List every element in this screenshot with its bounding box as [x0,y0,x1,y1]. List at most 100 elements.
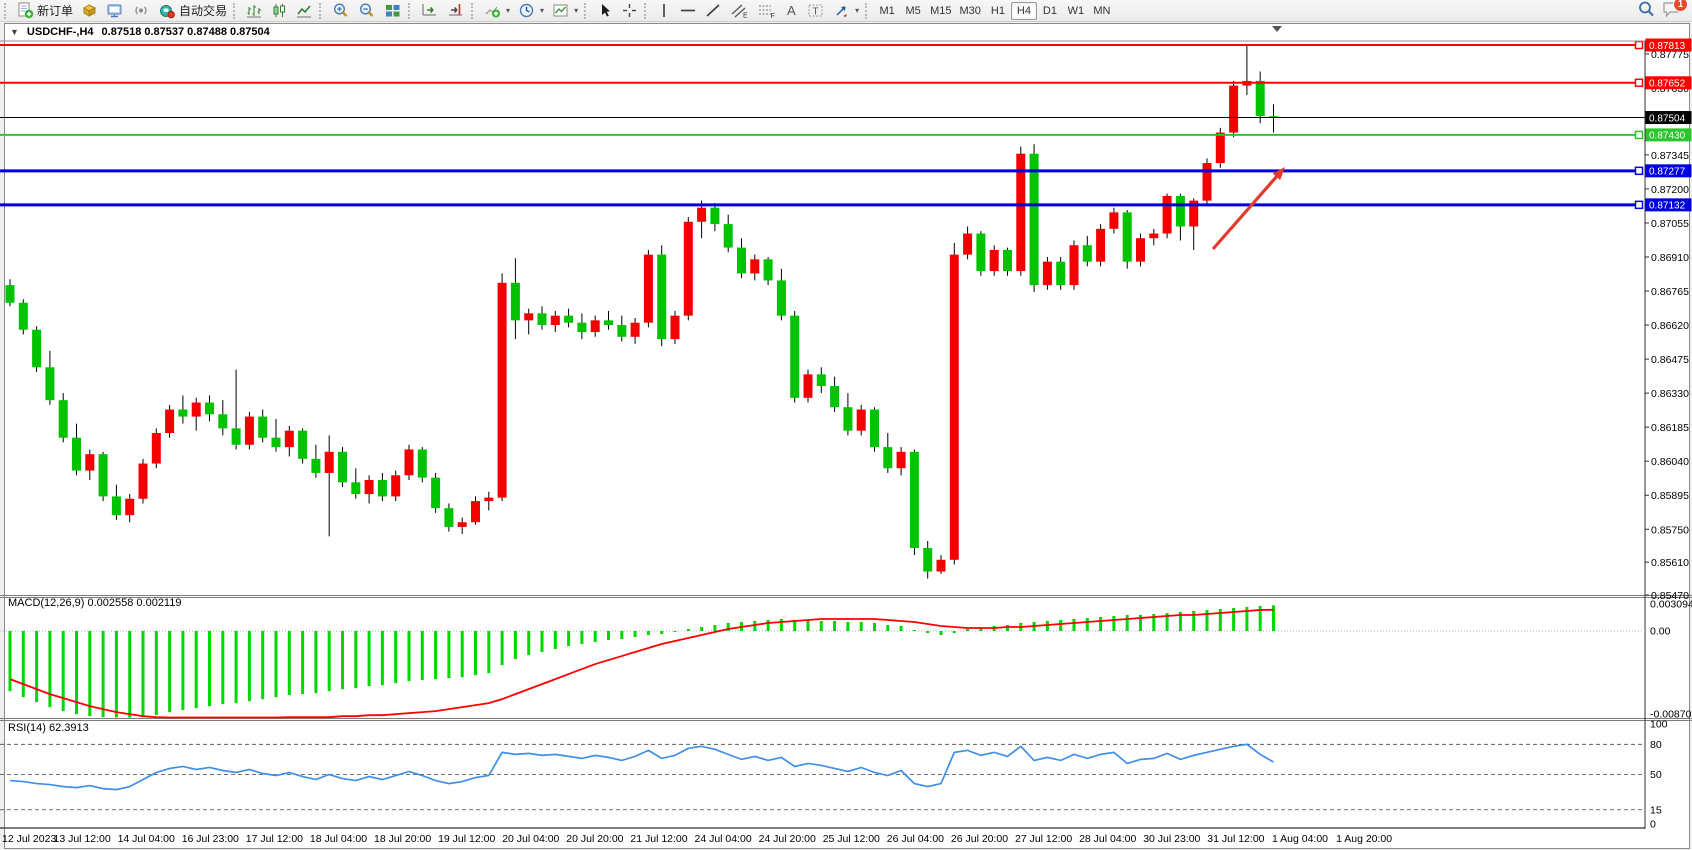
resistance-line-lower-handle [1634,78,1644,88]
templates-button[interactable]: ▾ [548,1,582,21]
candle [550,315,560,326]
svg-text:100: 100 [1650,719,1668,731]
candle [1215,132,1225,164]
fibonacci-button[interactable]: F [753,1,780,21]
svg-text:F: F [771,13,775,19]
indicators-button[interactable]: ▾ [480,1,514,21]
time-label: 13 Jul 12:00 [53,833,110,845]
rsi-line [9,743,1274,791]
chart-shift-marker[interactable] [1272,26,1282,32]
periods-button[interactable]: ▾ [514,1,548,21]
candle [271,437,281,448]
zoom-out-button[interactable] [354,1,380,21]
tile-windows-icon [384,2,402,19]
chart-title-bar: ▼ USDCHF-,H4 0.87518 0.87537 0.87488 0.8… [10,26,270,38]
timeframe-h1-button[interactable]: H1 [990,4,1005,17]
autotrading-label: 自动交易 [179,4,228,18]
text-label-icon: T [807,2,826,19]
timeframe-m5-button[interactable]: M5 [905,4,921,17]
toolbar-grip [319,2,324,19]
autotrading-button[interactable]: 自动交易 [154,1,231,21]
candle [1202,163,1212,201]
svg-text:0: 0 [1650,819,1656,831]
current-price-line-badge [1645,111,1692,125]
candle [431,477,441,509]
timeframe-d1-button[interactable]: D1 [1042,4,1057,17]
candle [1109,212,1119,229]
timeframe-h4-button[interactable]: H4 [1010,1,1037,20]
cursor-icon [597,2,613,19]
time-label: 19 Jul 12:00 [438,833,495,845]
timeframe-m1-button[interactable]: M1 [879,4,895,17]
line-chart-button[interactable] [292,1,317,21]
horizontal-line-button[interactable] [675,1,701,21]
support-line-blue-upper-handle [1634,166,1644,176]
time-label: 28 Jul 04:00 [1079,833,1136,845]
symbol-dropdown-icon[interactable]: ▼ [10,27,19,37]
zoom-in-icon [332,2,350,19]
notifications-chat-icon[interactable]: 1 [1662,0,1688,21]
time-label: 26 Jul 20:00 [951,833,1008,845]
candle [697,207,707,222]
chevron-down-icon: ▾ [574,6,579,15]
time-label: 17 Jul 12:00 [246,833,303,845]
signals-button[interactable] [128,1,154,21]
time-label: 30 Jul 23:00 [1143,833,1200,845]
chevron-down-icon: ▾ [506,6,511,15]
candle [896,451,906,469]
search-icon[interactable] [1637,0,1656,21]
candle [1136,238,1145,262]
svg-text:0.003094: 0.003094 [1650,599,1692,611]
new-order-button[interactable]: 新订单 [13,1,77,21]
chevron-down-icon: ▾ [540,6,545,15]
zoom-in-button[interactable] [328,1,354,21]
candle [1122,212,1132,262]
timeframe-w1-button[interactable]: W1 [1067,4,1085,17]
time-label: 27 Jul 12:00 [1015,833,1072,845]
candle [138,463,148,499]
auto-scroll-button[interactable] [417,1,443,21]
crosshair-button[interactable] [617,1,642,21]
text-label-button[interactable]: T [803,1,830,21]
trendline-icon [705,2,722,19]
time-label: 24 Jul 04:00 [694,833,751,845]
candle [723,224,733,248]
candle [5,285,15,303]
trendline-button[interactable] [701,1,726,21]
candle [85,454,95,471]
chart-shift-button[interactable] [443,1,469,21]
macd-pane: 0.003094 0.00 -0.008706 [0,599,1692,721]
arrows-button[interactable]: ▾ [830,1,863,21]
bar-chart-button[interactable] [242,1,267,21]
svg-text:0.86185: 0.86185 [1651,422,1689,434]
svg-text:0.87813: 0.87813 [1649,41,1686,52]
candle [803,374,813,398]
symbol-period-label: USDCHF-,H4 [26,26,94,38]
svg-text:0.87200: 0.87200 [1651,184,1689,196]
candle [590,320,600,333]
svg-text:0.87277: 0.87277 [1649,167,1686,178]
terminal-button[interactable] [102,1,128,21]
candle [963,233,973,255]
candle [364,479,374,495]
equidistant-channel-button[interactable]: E [726,1,753,21]
horizontal-lines-layer[interactable] [0,40,1645,210]
candle [45,367,55,401]
svg-text:0.87652: 0.87652 [1649,79,1686,90]
candle [683,221,693,316]
tile-windows-button[interactable] [380,1,406,21]
trend-arrow-annotation[interactable] [1211,167,1285,251]
svg-text:0.85470: 0.85470 [1651,590,1689,602]
vertical-line-button[interactable] [653,1,675,21]
candle [976,233,986,272]
timeframe-mn-button[interactable]: MN [1093,4,1111,17]
candlestick-chart-button[interactable] [267,1,292,21]
text-button[interactable]: A [780,1,803,21]
notification-count-badge: 1 [1673,0,1688,12]
market-watch-button[interactable] [77,1,102,21]
svg-text:15: 15 [1650,804,1662,816]
timeframe-m30-button[interactable]: M30 [959,4,981,17]
cursor-button[interactable] [593,1,617,21]
timeframe-m15-button[interactable]: M15 [930,4,952,17]
